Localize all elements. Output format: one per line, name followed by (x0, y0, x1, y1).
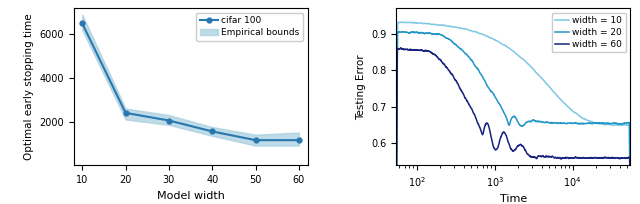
Line: width = 20: width = 20 (396, 32, 630, 204)
width = 10 (483, 35, 490, 37)
X-axis label: Model width: Model width (157, 191, 225, 201)
width = 20 (433, 33, 441, 35)
Legend: cifar 100, Empirical bounds: cifar 100, Empirical bounds (196, 13, 303, 41)
Y-axis label: Optimal early stopping time: Optimal early stopping time (24, 13, 34, 160)
Line: cifar 100: cifar 100 (80, 21, 301, 143)
width = 60 (419, 50, 427, 52)
width = 60 (483, 122, 490, 125)
width = 60 (597, 157, 605, 159)
width = 20 (392, 190, 400, 192)
width = 20 (597, 122, 605, 124)
width = 20 (493, 98, 500, 100)
width = 10 (419, 22, 427, 25)
width = 10 (622, 124, 630, 126)
width = 10 (398, 21, 406, 23)
cifar 100 (79, 22, 86, 25)
Line: width = 10: width = 10 (396, 22, 630, 204)
width = 20 (419, 32, 427, 34)
cifar 100 (165, 119, 173, 122)
Y-axis label: Testing Error: Testing Error (356, 54, 366, 120)
width = 10 (493, 39, 500, 42)
cifar 100 (295, 139, 303, 141)
width = 10 (433, 24, 441, 26)
cifar 100 (209, 130, 216, 133)
width = 20 (483, 83, 490, 85)
width = 20 (398, 30, 406, 33)
Legend: width = 10, width = 20, width = 60: width = 10, width = 20, width = 60 (552, 13, 626, 52)
width = 10 (392, 191, 400, 194)
width = 10 (597, 123, 605, 125)
width = 60 (493, 148, 500, 151)
cifar 100 (122, 112, 129, 114)
width = 60 (433, 56, 441, 58)
cifar 100 (252, 139, 259, 141)
Line: width = 60: width = 60 (396, 48, 630, 204)
width = 60 (622, 156, 630, 159)
X-axis label: Time: Time (500, 194, 527, 204)
width = 60 (396, 47, 404, 49)
width = 20 (622, 122, 630, 124)
